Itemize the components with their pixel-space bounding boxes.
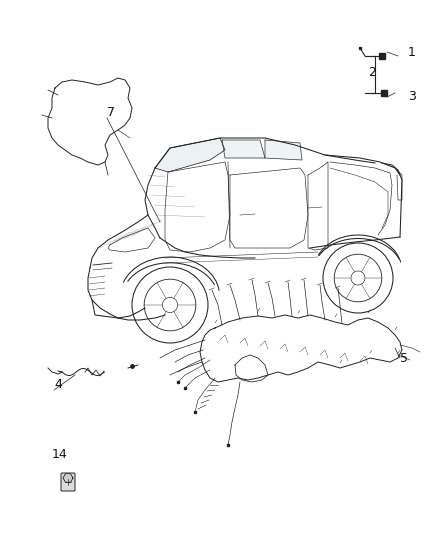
Text: 3: 3 <box>408 91 416 103</box>
Text: 14: 14 <box>52 448 68 462</box>
Text: 1: 1 <box>408 45 416 59</box>
Polygon shape <box>155 138 225 172</box>
Text: 7: 7 <box>107 106 115 118</box>
Text: 4: 4 <box>54 378 62 392</box>
Text: 2: 2 <box>368 66 376 78</box>
Polygon shape <box>63 474 73 482</box>
Polygon shape <box>222 140 265 158</box>
FancyBboxPatch shape <box>61 473 75 491</box>
Polygon shape <box>265 140 302 160</box>
Text: 5: 5 <box>400 351 408 365</box>
